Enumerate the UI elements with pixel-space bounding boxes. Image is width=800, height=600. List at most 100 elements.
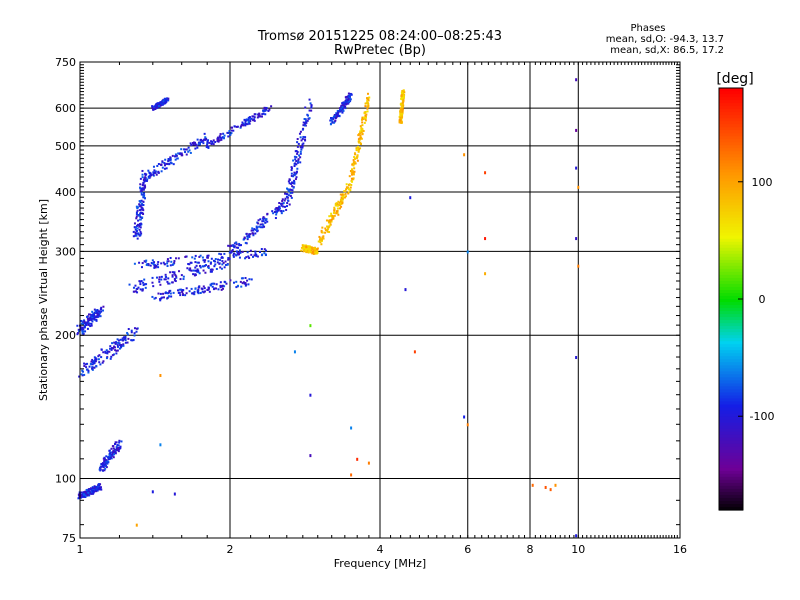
data-point <box>354 162 357 165</box>
data-point <box>335 112 338 115</box>
data-point <box>255 228 258 231</box>
data-point <box>329 119 332 122</box>
data-point <box>121 337 124 340</box>
data-point <box>217 138 220 141</box>
data-point <box>254 252 257 255</box>
data-point <box>157 266 160 269</box>
data-point <box>99 487 102 490</box>
data-point <box>245 283 248 286</box>
data-point <box>250 229 253 232</box>
data-point <box>259 226 262 229</box>
data-point <box>367 99 370 102</box>
data-point <box>244 241 247 244</box>
data-point <box>302 135 305 138</box>
data-point <box>296 145 299 148</box>
data-point <box>159 163 162 166</box>
data-point <box>263 217 266 220</box>
data-point <box>246 279 249 282</box>
data-point <box>158 102 161 105</box>
data-point <box>271 210 274 213</box>
data-point <box>139 226 142 229</box>
colorbar-segment <box>719 142 743 146</box>
data-point <box>238 256 241 259</box>
colorbar-segment <box>719 347 743 351</box>
data-point <box>266 212 269 215</box>
data-point <box>118 447 121 450</box>
data-point <box>159 298 162 301</box>
colorbar-tick-label: 100 <box>752 176 773 189</box>
data-point <box>105 460 108 463</box>
data-point <box>308 245 311 248</box>
data-point <box>110 447 113 450</box>
data-point <box>336 204 339 207</box>
data-point <box>238 253 241 256</box>
data-point <box>275 207 278 210</box>
data-point <box>237 246 240 249</box>
data-point <box>311 252 314 255</box>
data-point <box>366 97 369 100</box>
data-point <box>321 236 324 239</box>
data-point <box>204 259 207 262</box>
data-point <box>277 209 280 212</box>
data-point <box>151 276 154 279</box>
data-point <box>299 150 302 153</box>
data-point <box>94 358 97 361</box>
data-point <box>325 219 328 222</box>
data-point <box>170 295 173 298</box>
data-point <box>113 345 116 348</box>
data-point <box>99 315 102 318</box>
data-point <box>149 264 152 267</box>
data-point <box>295 172 298 175</box>
data-point <box>116 345 119 348</box>
data-point <box>232 255 235 258</box>
data-point <box>80 319 83 322</box>
data-point <box>194 266 197 269</box>
data-point <box>235 125 238 128</box>
colorbar-segment <box>719 299 743 303</box>
data-point <box>246 235 249 238</box>
data-point <box>260 248 263 251</box>
data-point <box>200 140 203 143</box>
data-point <box>136 224 139 227</box>
data-point <box>164 275 167 278</box>
data-point <box>261 220 264 223</box>
data-point <box>102 351 105 354</box>
data-point <box>86 317 89 320</box>
data-point <box>83 330 86 333</box>
data-point <box>299 156 302 159</box>
data-point <box>330 122 333 125</box>
data-point <box>107 460 110 463</box>
data-point <box>344 107 347 110</box>
data-point <box>314 248 317 251</box>
data-point <box>204 136 207 139</box>
data-point <box>253 119 256 122</box>
colorbar-segment <box>719 473 743 478</box>
data-point <box>181 291 184 294</box>
data-point <box>293 181 296 184</box>
colorbar-segment <box>719 238 743 243</box>
stats-x-line: mean, sd,X: 86.5, 17.2 <box>610 45 724 56</box>
data-point <box>139 234 142 237</box>
data-point <box>138 205 141 208</box>
data-point <box>173 277 176 280</box>
data-point <box>177 152 180 155</box>
colorbar-segment <box>719 434 743 439</box>
colorbar-segment <box>719 476 743 481</box>
data-point <box>243 236 246 239</box>
data-point <box>254 250 257 253</box>
data-point <box>133 226 136 229</box>
data-point <box>274 208 277 211</box>
data-point <box>90 322 93 325</box>
colorbar-segment <box>719 151 743 155</box>
data-point <box>213 260 216 263</box>
data-point <box>350 183 353 186</box>
data-point <box>362 129 365 132</box>
data-point <box>342 109 345 112</box>
data-point <box>233 125 236 128</box>
data-point <box>364 102 367 105</box>
chart-subtitle: RwPretec (Bp) <box>334 43 426 58</box>
data-point <box>281 202 284 205</box>
data-point <box>110 355 113 358</box>
data-point <box>189 267 192 270</box>
data-point <box>135 330 138 333</box>
